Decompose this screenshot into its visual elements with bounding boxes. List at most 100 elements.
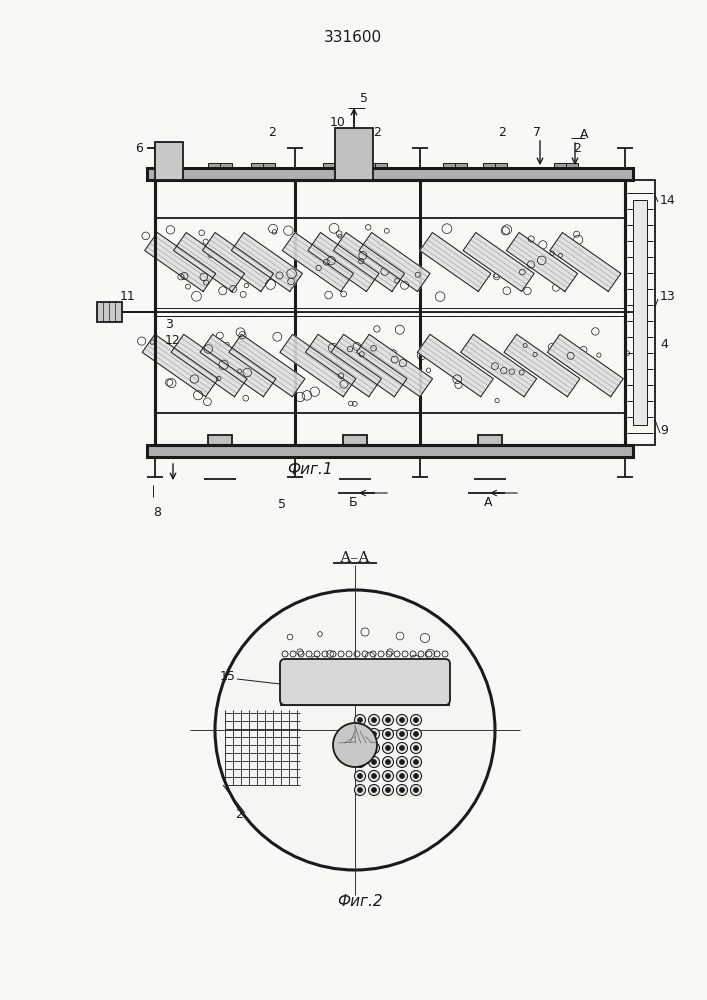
Circle shape — [397, 770, 407, 782]
Text: А: А — [580, 128, 588, 141]
Text: 3: 3 — [165, 318, 173, 332]
Circle shape — [371, 774, 377, 778]
Polygon shape — [305, 334, 382, 397]
Text: А: А — [484, 496, 492, 510]
Circle shape — [411, 742, 421, 754]
Polygon shape — [359, 233, 430, 291]
Text: 331600: 331600 — [324, 29, 382, 44]
Circle shape — [382, 756, 394, 768]
Circle shape — [382, 714, 394, 726]
Bar — [155, 142, 183, 180]
Polygon shape — [461, 334, 537, 397]
Circle shape — [354, 728, 366, 740]
Circle shape — [385, 774, 390, 778]
Bar — [155, 180, 625, 445]
Polygon shape — [280, 334, 356, 397]
Circle shape — [385, 746, 390, 750]
Circle shape — [371, 746, 377, 750]
Circle shape — [385, 718, 390, 722]
Circle shape — [354, 714, 366, 726]
Circle shape — [371, 732, 377, 736]
Bar — [251, 163, 275, 168]
Bar — [335, 128, 373, 180]
Bar — [554, 163, 578, 168]
Circle shape — [385, 788, 390, 792]
Text: 2: 2 — [573, 141, 581, 154]
Circle shape — [358, 732, 363, 736]
Text: 12: 12 — [165, 334, 181, 347]
Bar — [443, 163, 467, 168]
Text: 5: 5 — [278, 498, 286, 512]
Circle shape — [399, 732, 404, 736]
Circle shape — [358, 760, 363, 764]
Polygon shape — [308, 233, 379, 291]
Text: 2: 2 — [268, 125, 276, 138]
Text: Фиг.2: Фиг.2 — [337, 894, 382, 910]
Bar — [343, 435, 367, 457]
Text: 13: 13 — [660, 290, 676, 304]
Bar — [147, 445, 633, 457]
Bar — [363, 163, 387, 168]
Polygon shape — [550, 233, 621, 291]
Circle shape — [382, 742, 394, 754]
Polygon shape — [547, 334, 624, 397]
Circle shape — [382, 770, 394, 782]
Circle shape — [368, 742, 380, 754]
Circle shape — [414, 746, 419, 750]
Text: 11: 11 — [120, 290, 136, 304]
Text: 7: 7 — [533, 125, 541, 138]
Polygon shape — [231, 233, 303, 291]
Circle shape — [411, 728, 421, 740]
Text: 2: 2 — [235, 808, 243, 822]
Bar — [97, 302, 122, 322]
Circle shape — [414, 760, 419, 764]
Circle shape — [354, 756, 366, 768]
Circle shape — [399, 760, 404, 764]
Circle shape — [385, 732, 390, 736]
Circle shape — [411, 756, 421, 768]
Circle shape — [411, 714, 421, 726]
Bar — [633, 200, 647, 425]
Circle shape — [397, 784, 407, 796]
Circle shape — [354, 784, 366, 796]
Circle shape — [368, 756, 380, 768]
Polygon shape — [202, 233, 274, 291]
Text: 2: 2 — [498, 125, 506, 138]
Polygon shape — [331, 334, 407, 397]
Text: 6: 6 — [135, 141, 143, 154]
Text: Фиг.1: Фиг.1 — [287, 462, 333, 478]
Circle shape — [399, 746, 404, 750]
Text: 15: 15 — [220, 670, 236, 684]
Bar — [625, 180, 655, 445]
Circle shape — [358, 774, 363, 778]
Circle shape — [399, 718, 404, 722]
Polygon shape — [506, 233, 578, 291]
Circle shape — [397, 714, 407, 726]
Circle shape — [368, 728, 380, 740]
Bar — [147, 168, 633, 180]
Polygon shape — [229, 334, 305, 397]
Circle shape — [371, 788, 377, 792]
Text: А–А: А–А — [339, 551, 370, 565]
Text: 8: 8 — [153, 506, 161, 520]
Circle shape — [397, 742, 407, 754]
Circle shape — [399, 774, 404, 778]
Circle shape — [368, 714, 380, 726]
Circle shape — [397, 756, 407, 768]
Text: 9: 9 — [660, 424, 668, 436]
Text: 5: 5 — [360, 92, 368, 104]
Polygon shape — [173, 233, 245, 291]
Text: 10: 10 — [330, 115, 346, 128]
Circle shape — [382, 728, 394, 740]
Text: 2: 2 — [373, 125, 381, 138]
Circle shape — [411, 784, 421, 796]
Bar — [208, 163, 232, 168]
FancyBboxPatch shape — [280, 659, 450, 705]
Circle shape — [333, 723, 377, 767]
Circle shape — [414, 788, 419, 792]
Polygon shape — [463, 233, 534, 291]
Circle shape — [358, 788, 363, 792]
Circle shape — [371, 760, 377, 764]
Text: 14: 14 — [660, 194, 676, 207]
Circle shape — [368, 770, 380, 782]
